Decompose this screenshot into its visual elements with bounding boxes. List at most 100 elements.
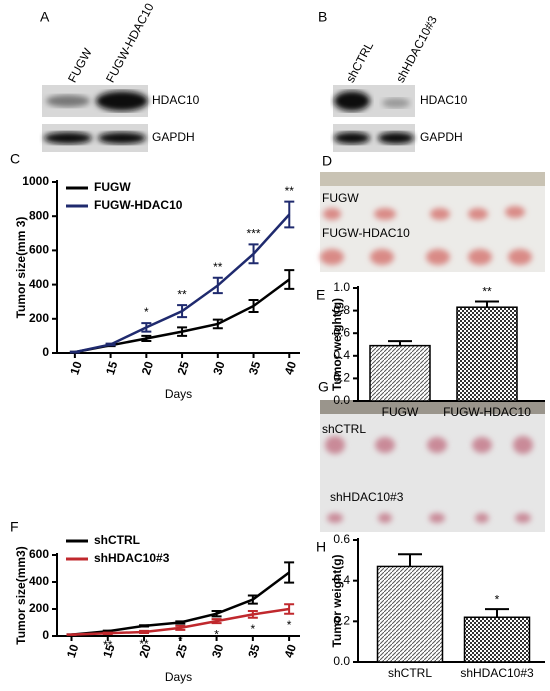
error-bar: [66, 633, 77, 636]
x-tick-label: FUGW-HDAC10: [443, 405, 531, 419]
y-tick-label: 200: [29, 311, 49, 325]
significance: **: [213, 260, 223, 274]
x-tick-label: 30: [210, 359, 228, 376]
ruler: [320, 400, 545, 414]
error-bar: [177, 304, 188, 319]
significance: **: [285, 184, 295, 198]
panel-letter: G: [318, 379, 329, 395]
y-tick-label: 0.2: [333, 371, 350, 385]
bar: [369, 344, 431, 402]
lane-label: FUGW: [65, 45, 95, 85]
significance: *: [287, 618, 292, 632]
band: [334, 91, 370, 111]
error-bar: [141, 334, 152, 343]
significance: *: [144, 305, 149, 319]
error-bar: [139, 629, 150, 635]
x-axis-label: Days: [165, 670, 192, 684]
x-tick-label: 40: [282, 359, 300, 376]
y-tick-label: 1.0: [333, 280, 350, 294]
error-bar: [485, 608, 509, 618]
panel-letter: H: [316, 539, 326, 555]
x-tick-label: 25: [175, 359, 193, 376]
error-bar: [175, 624, 186, 631]
tumors: [320, 206, 532, 265]
significance: **: [139, 637, 149, 651]
error-bar: [247, 610, 258, 619]
significance: **: [103, 638, 113, 652]
legend-label: shCTRL: [94, 533, 140, 547]
error-bar: [284, 269, 295, 290]
x-tick-label: 25: [173, 642, 191, 659]
error-bar: [212, 318, 223, 330]
band-label: HDAC10: [152, 93, 200, 107]
legend-label: FUGW-HDAC10: [94, 198, 183, 212]
error-bar: [212, 276, 223, 295]
band-label: HDAC10: [420, 93, 468, 107]
significance: *: [214, 627, 219, 641]
tumors: [325, 436, 533, 523]
x-tick-label: 15: [100, 642, 118, 659]
y-tick-label: 0.8: [333, 303, 350, 317]
y-tick-label: 0.6: [333, 532, 350, 546]
y-tick-label: 0.0: [333, 654, 350, 668]
y-tick-label: 0: [42, 345, 49, 359]
error-bar: [102, 631, 113, 635]
significance: ***: [247, 227, 261, 241]
error-bar: [247, 594, 258, 605]
y-axis-label: Tumor size(mm 3): [14, 217, 28, 319]
error-bar: [177, 326, 188, 337]
error-bar: [69, 350, 80, 354]
group-label: FUGW-HDAC10: [322, 226, 410, 240]
panel-letter: A: [40, 9, 50, 25]
panel-letter: B: [318, 9, 327, 25]
panel-letter: F: [10, 519, 19, 535]
y-tick-label: 0: [42, 628, 49, 642]
y-tick-label: 0.4: [333, 348, 350, 362]
x-axis-label: Days: [165, 387, 192, 401]
error-bar: [211, 618, 222, 625]
y-axis-label: Tumor size(mm3): [14, 546, 28, 644]
error-bar: [398, 553, 422, 567]
significance: **: [482, 285, 492, 299]
band: [44, 132, 92, 144]
y-tick-label: 200: [29, 601, 49, 615]
significance: *: [178, 634, 183, 648]
significance: *: [251, 622, 256, 636]
lane-label: shCTRL: [343, 39, 376, 85]
bar: [463, 616, 531, 663]
significance: *: [495, 592, 500, 606]
y-tick-label: 0.6: [333, 325, 350, 339]
legend-label: FUGW: [94, 180, 131, 194]
group-label: FUGW: [322, 191, 359, 205]
photo: [320, 400, 545, 532]
lane-label: FUGW-HDAC10: [103, 1, 157, 85]
y-tick-label: 0.2: [333, 614, 350, 628]
y-tick-label: 0.0: [333, 393, 350, 407]
photo-d: D FUGW FUGW-HDAC10: [320, 153, 545, 272]
band-label: GAPDH: [152, 130, 195, 144]
lane-label: shHDAC10#3: [393, 13, 440, 85]
band: [98, 132, 146, 144]
bar: [456, 306, 518, 402]
y-tick-label: 600: [29, 547, 49, 561]
band: [382, 98, 410, 108]
y-tick-label: 0.4: [333, 573, 350, 587]
error-bar: [388, 340, 412, 346]
y-tick-label: 400: [29, 574, 49, 588]
error-bar: [284, 603, 295, 615]
x-tick-label: 35: [245, 642, 263, 659]
significance: **: [177, 287, 187, 301]
x-tick-label: 10: [64, 642, 82, 659]
error-bar: [475, 300, 499, 308]
error-bar: [248, 298, 259, 313]
panel-letter: C: [10, 151, 20, 167]
bar: [376, 565, 444, 663]
x-tick-label: shCTRL: [388, 666, 432, 680]
band: [96, 91, 148, 111]
band: [46, 95, 90, 107]
band-label: GAPDH: [420, 130, 463, 144]
group-label: shHDAC10#3: [330, 490, 404, 504]
x-tick-label: 35: [246, 359, 264, 376]
x-tick-label: 20: [139, 359, 157, 376]
y-axis-label: Tumor weight(g): [330, 554, 344, 647]
